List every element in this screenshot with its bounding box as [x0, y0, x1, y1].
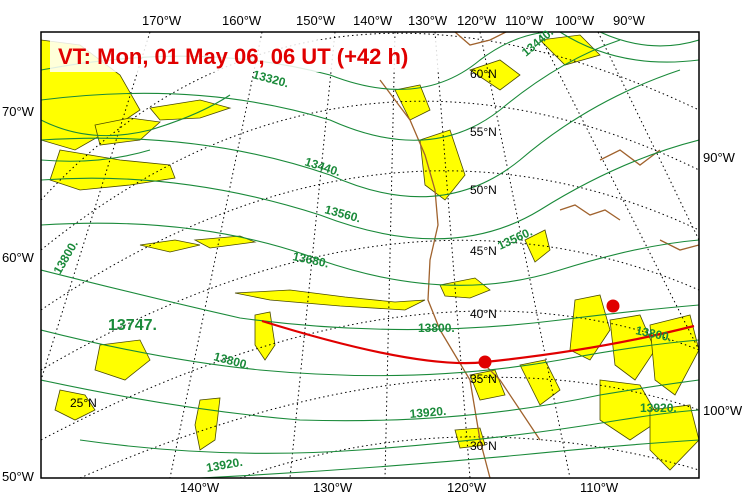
shaded-regions	[41, 34, 699, 471]
lat-label: 35°N	[470, 372, 497, 386]
contour-label: 13800.	[418, 321, 455, 335]
top-tick: 150°W	[296, 13, 336, 28]
left-tick: 70°W	[2, 104, 35, 119]
title-backdrop	[50, 40, 452, 72]
map-title: VT: Mon, 01 May 06, 06 UT (+42 h)	[58, 44, 408, 69]
trajectory-point	[478, 355, 492, 369]
extreme-value-label: 13747.	[108, 317, 157, 334]
top-tick: 130°W	[408, 13, 448, 28]
lat-label: 55°N	[470, 125, 497, 139]
bottom-tick: 140°W	[180, 480, 220, 495]
right-tick: 100°W	[703, 403, 743, 418]
left-tick: 60°W	[2, 250, 35, 265]
top-tick: 140°W	[353, 13, 393, 28]
lat-label: 50°N	[470, 183, 497, 197]
left-tick: 50°W	[2, 469, 35, 484]
top-tick: 110°W	[505, 13, 544, 28]
bottom-tick: 130°W	[313, 480, 353, 495]
top-tick: 100°W	[555, 13, 595, 28]
left-ticks: 70°W 60°W 50°W	[2, 104, 35, 484]
plot-border	[40, 31, 700, 479]
lat-label: 40°N	[470, 307, 497, 321]
top-tick: 170°W	[142, 13, 182, 28]
bottom-ticks: 140°W 130°W 120°W 110°W	[180, 480, 619, 495]
contour-label: 13920.	[640, 401, 677, 415]
lat-label: 60°N	[470, 67, 497, 81]
bottom-tick: 110°W	[580, 480, 619, 495]
lat-label: 30°N	[470, 439, 497, 453]
top-tick: 90°W	[613, 13, 646, 28]
lat-label: 25°N	[70, 396, 97, 410]
right-ticks: 90°W 100°W	[703, 150, 743, 418]
lat-label: 45°N	[470, 244, 497, 258]
lat-labels: 60°N 55°N 50°N 45°N 40°N 35°N 30°N 25°N	[70, 67, 497, 453]
bottom-tick: 120°W	[447, 480, 487, 495]
trajectory-point	[606, 299, 620, 313]
contour-label: 13920.	[205, 455, 244, 475]
right-tick: 90°W	[703, 150, 736, 165]
top-tick: 120°W	[457, 13, 497, 28]
top-ticks: 170°W 160°W 150°W 140°W 130°W 120°W 110°…	[142, 13, 646, 28]
top-tick: 160°W	[222, 13, 262, 28]
contour-label: 13920.	[409, 404, 447, 421]
